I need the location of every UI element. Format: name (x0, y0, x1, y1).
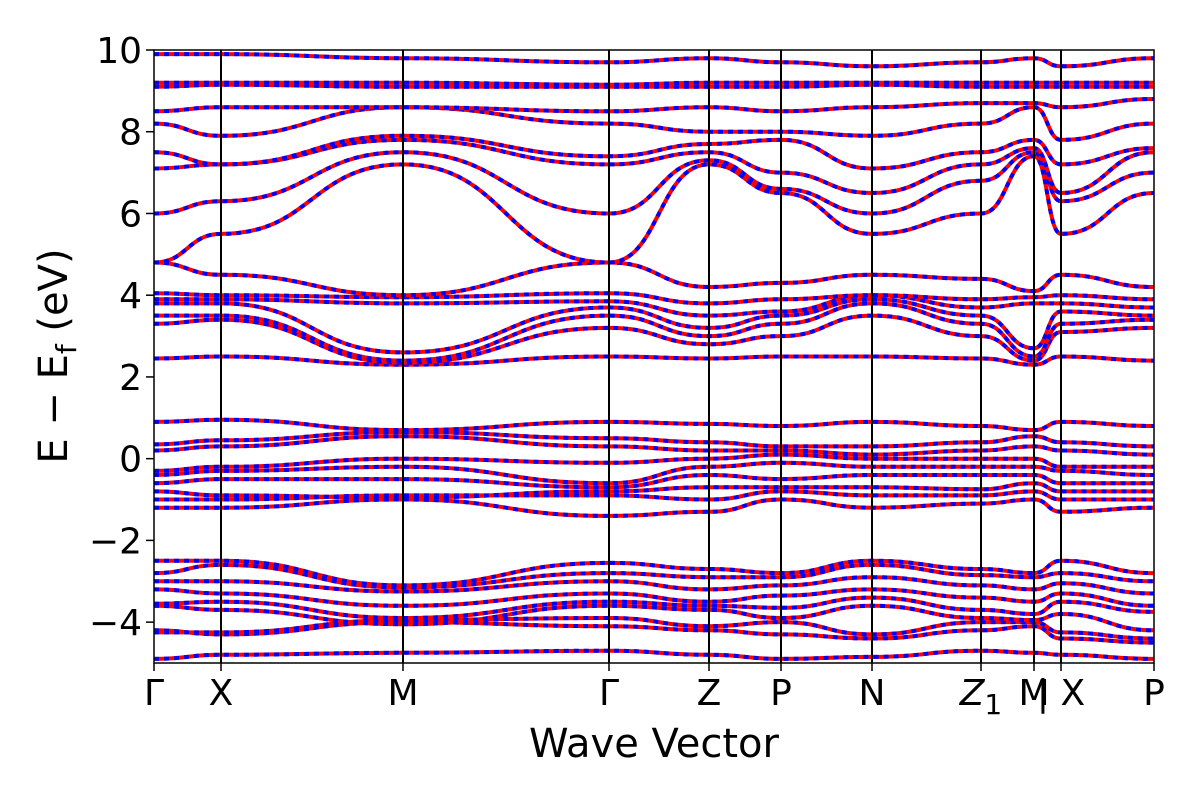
x-tick-label: Z (697, 673, 722, 714)
y-axis-title-main: E − E (31, 354, 77, 464)
band-28-dashed (154, 137, 1154, 195)
band-26-dashed (154, 154, 1154, 265)
x-tick-label: M (387, 673, 418, 714)
x-tick-label: P (770, 673, 792, 714)
y-tick-label: −2 (89, 521, 142, 562)
band-27-dashed (154, 150, 1154, 216)
y-tick-label: 4 (119, 276, 142, 317)
x-tick-label: M (1018, 673, 1049, 714)
band-31-dashed (154, 97, 1154, 114)
band-21-dashed (154, 301, 1154, 363)
x-tick-label: N (859, 673, 886, 714)
band-30-dashed (154, 105, 1154, 142)
band-32-dashed (154, 82, 1154, 89)
x-tick-label: Z1 (959, 673, 1003, 721)
y-tick-label: 0 (119, 440, 142, 481)
band-6-solid (154, 587, 1154, 608)
y-tick-label: −4 (89, 603, 142, 644)
band-4-solid (154, 603, 1154, 633)
y-axis-title: E − Ef (eV) (31, 248, 83, 463)
band-5-solid (154, 595, 1154, 620)
y-axis-ticks: −4 −2 0 2 4 6 8 10 (89, 31, 154, 644)
y-axis-title-sub: f (50, 343, 83, 354)
x-tick-label: X (209, 673, 234, 714)
x-axis-title: Wave Vector (529, 721, 780, 767)
band-7-solid (154, 575, 1154, 596)
band-22-dashed (154, 297, 1154, 355)
x-tick-label: | X (1037, 673, 1085, 714)
band-20-dashed (154, 313, 1154, 365)
plot-frame (153, 49, 1155, 664)
y-tick-label: 2 (119, 358, 142, 399)
y-axis-title-tail: (eV) (31, 248, 77, 344)
band-9-solid (154, 558, 1154, 588)
x-tick-label: Γ (599, 673, 619, 714)
y-tick-label: 8 (119, 113, 142, 154)
x-tick-label: P (1143, 673, 1165, 714)
y-tick-label: 6 (119, 194, 142, 235)
band-34-dashed (154, 52, 1154, 69)
band-25-dashed (154, 260, 1154, 298)
y-tick-label: 10 (96, 31, 142, 72)
x-tick-label: Γ (144, 673, 164, 714)
band-8-solid (154, 562, 1154, 590)
band-29-dashed (154, 133, 1154, 171)
high-symmetry-lines (220, 50, 1062, 663)
